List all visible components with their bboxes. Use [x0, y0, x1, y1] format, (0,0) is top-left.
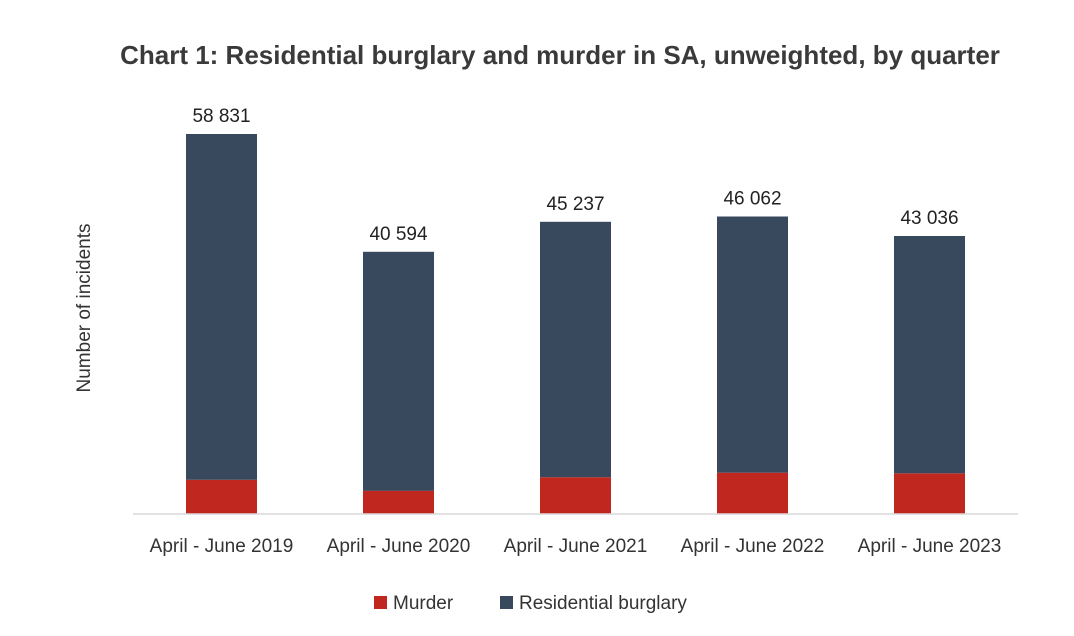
- y-axis-label: Number of incidents: [74, 224, 95, 393]
- chart-title: Chart 1: Residential burglary and murder…: [120, 40, 1000, 70]
- bar-residential-burglary-1: [363, 251, 434, 491]
- bar-murder-0: [186, 479, 257, 514]
- bar-murder-3: [717, 472, 788, 514]
- legend-label-murder: Murder: [393, 593, 454, 614]
- bar-residential-burglary-0: [186, 134, 257, 480]
- x-tick-label-1: April - June 2020: [327, 536, 471, 557]
- data-label-2: 45 237: [546, 194, 604, 215]
- x-tick-label-4: April - June 2023: [858, 536, 1002, 557]
- bar-residential-burglary-2: [540, 221, 611, 478]
- bar-residential-burglary-3: [717, 216, 788, 473]
- x-tick-label-2: April - June 2021: [504, 536, 648, 557]
- legend-swatch-murder: [374, 596, 387, 609]
- x-tick-label-3: April - June 2022: [681, 536, 825, 557]
- bars: 58 831 40 594 45 237 46 062 43 036: [186, 106, 965, 514]
- data-label-3: 46 062: [723, 189, 781, 210]
- bar-murder-4: [894, 473, 965, 514]
- bar-residential-burglary-4: [894, 236, 965, 474]
- data-label-1: 40 594: [369, 224, 428, 245]
- bar-murder-2: [540, 477, 611, 514]
- legend-swatch-residential-burglary: [500, 596, 513, 609]
- legend: Murder Residential burglary: [374, 593, 687, 614]
- legend-label-residential-burglary: Residential burglary: [519, 593, 687, 614]
- x-tick-labels: April - June 2019 April - June 2020 April …: [150, 536, 1002, 557]
- data-label-4: 43 036: [900, 208, 958, 229]
- bar-murder-1: [363, 490, 434, 514]
- data-label-0: 58 831: [192, 106, 250, 127]
- x-tick-label-0: April - June 2019: [150, 536, 294, 557]
